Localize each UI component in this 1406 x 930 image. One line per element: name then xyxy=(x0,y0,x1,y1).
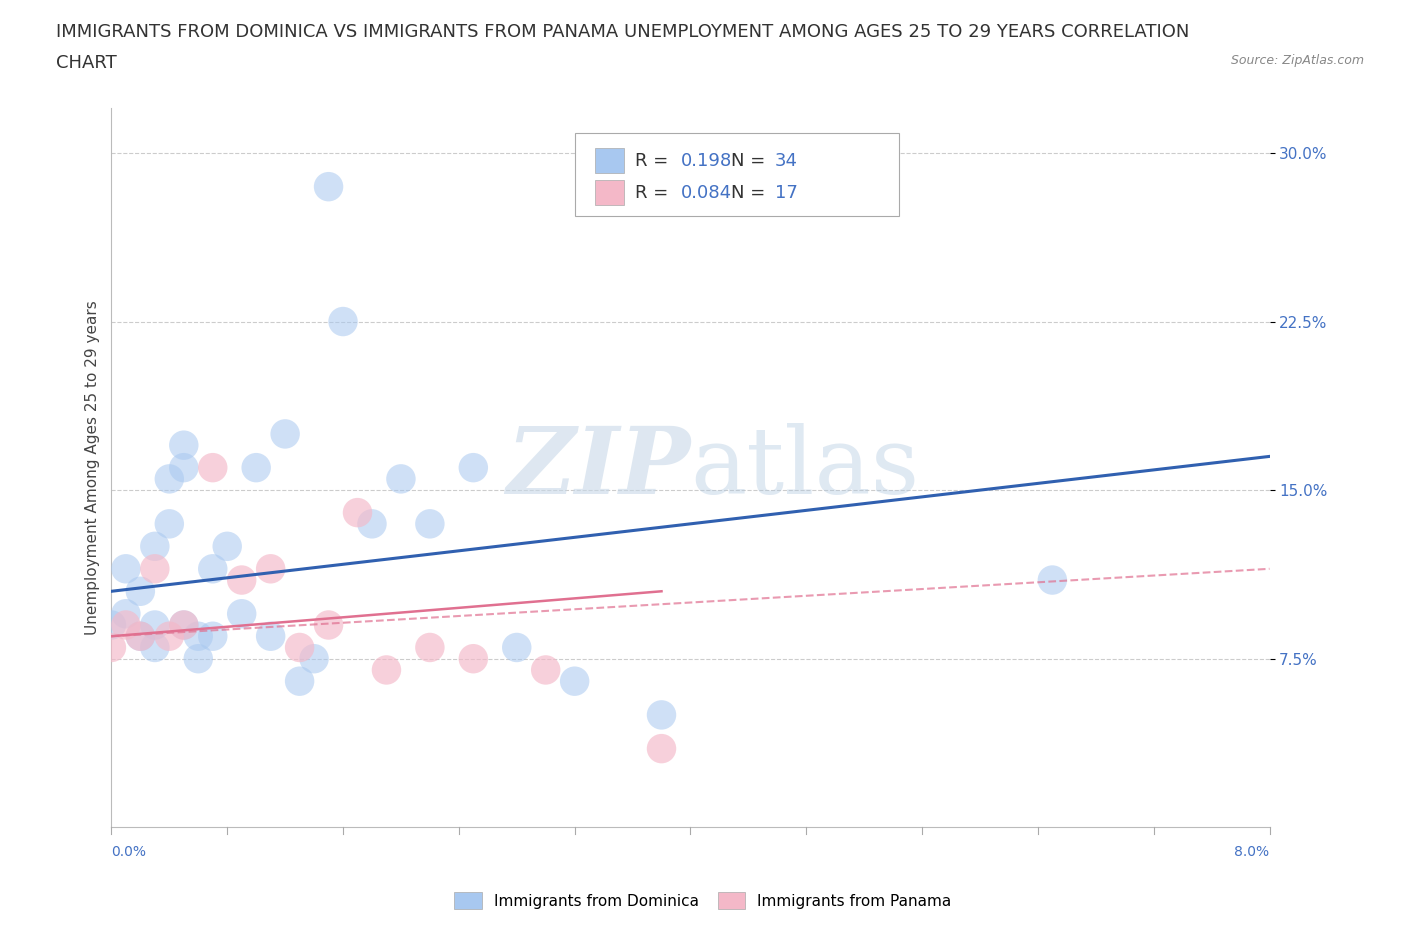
Point xyxy=(564,673,586,688)
Point xyxy=(463,651,485,666)
Point xyxy=(318,618,340,632)
Point xyxy=(506,640,529,655)
Point xyxy=(157,516,180,531)
Point xyxy=(143,562,166,577)
Point xyxy=(245,460,267,475)
Point xyxy=(115,618,138,632)
Text: CHART: CHART xyxy=(56,54,117,72)
Point xyxy=(259,629,281,644)
Point xyxy=(115,562,138,577)
Point xyxy=(231,573,253,588)
Point xyxy=(288,673,311,688)
Point xyxy=(100,618,122,632)
Point xyxy=(157,472,180,486)
Point xyxy=(173,438,195,453)
Point xyxy=(201,460,224,475)
Point xyxy=(100,640,122,655)
Point xyxy=(274,427,297,442)
Point xyxy=(173,460,195,475)
Text: 34: 34 xyxy=(775,152,799,169)
Point xyxy=(419,640,441,655)
Text: Source: ZipAtlas.com: Source: ZipAtlas.com xyxy=(1230,54,1364,67)
Point xyxy=(231,606,253,621)
Point xyxy=(143,618,166,632)
Point xyxy=(187,651,209,666)
Point xyxy=(201,562,224,577)
Point xyxy=(650,741,672,756)
Text: 8.0%: 8.0% xyxy=(1234,845,1270,859)
Point xyxy=(143,538,166,553)
Point xyxy=(375,662,398,677)
Point xyxy=(332,314,354,329)
FancyBboxPatch shape xyxy=(596,148,624,173)
Point xyxy=(361,516,384,531)
Text: 0.084: 0.084 xyxy=(681,184,733,202)
Point xyxy=(115,606,138,621)
Point xyxy=(463,460,485,475)
Text: IMMIGRANTS FROM DOMINICA VS IMMIGRANTS FROM PANAMA UNEMPLOYMENT AMONG AGES 25 TO: IMMIGRANTS FROM DOMINICA VS IMMIGRANTS F… xyxy=(56,23,1189,41)
Point xyxy=(129,629,152,644)
Point xyxy=(419,516,441,531)
Y-axis label: Unemployment Among Ages 25 to 29 years: Unemployment Among Ages 25 to 29 years xyxy=(86,300,100,635)
Point xyxy=(217,538,239,553)
Text: R =: R = xyxy=(636,152,673,169)
Text: N =: N = xyxy=(731,152,770,169)
Point xyxy=(157,629,180,644)
Point xyxy=(534,662,557,677)
Text: 0.0%: 0.0% xyxy=(111,845,146,859)
Text: 0.198: 0.198 xyxy=(681,152,733,169)
Point xyxy=(173,618,195,632)
FancyBboxPatch shape xyxy=(575,133,898,216)
Point xyxy=(143,640,166,655)
Point xyxy=(259,562,281,577)
Point xyxy=(302,651,325,666)
Point xyxy=(173,618,195,632)
Point xyxy=(201,629,224,644)
Point xyxy=(288,640,311,655)
Point xyxy=(346,505,368,520)
FancyBboxPatch shape xyxy=(596,179,624,206)
Point xyxy=(129,584,152,599)
Text: 17: 17 xyxy=(775,184,797,202)
Point xyxy=(650,708,672,723)
Point xyxy=(1040,573,1063,588)
Text: R =: R = xyxy=(636,184,673,202)
Text: ZIP: ZIP xyxy=(506,422,690,512)
Point xyxy=(129,629,152,644)
Legend: Immigrants from Dominica, Immigrants from Panama: Immigrants from Dominica, Immigrants fro… xyxy=(449,886,957,915)
Text: atlas: atlas xyxy=(690,422,920,512)
Text: N =: N = xyxy=(731,184,770,202)
Point xyxy=(389,472,412,486)
Point xyxy=(187,629,209,644)
Point xyxy=(318,179,340,194)
